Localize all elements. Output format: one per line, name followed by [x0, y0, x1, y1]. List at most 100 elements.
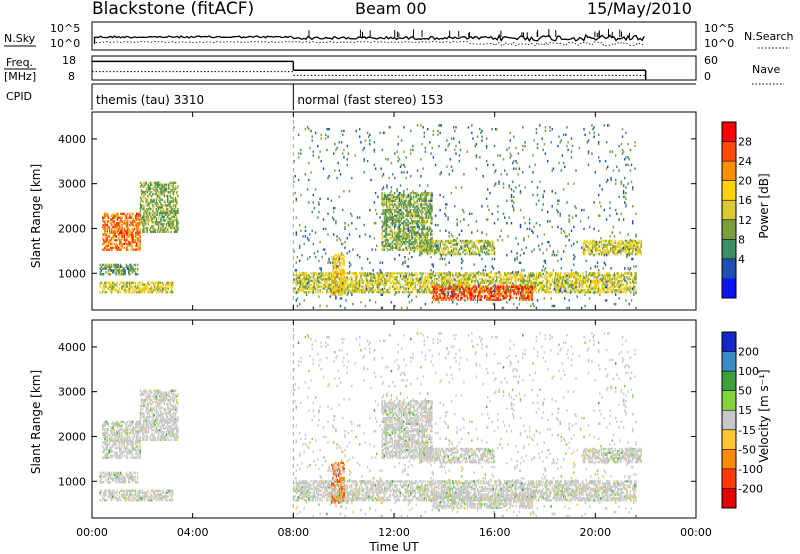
power-cell [489, 245, 491, 248]
power-cell [106, 222, 109, 225]
power-cell [596, 283, 599, 286]
power-cell [385, 201, 388, 204]
power-cell [408, 244, 411, 248]
power-cell [444, 247, 446, 250]
power-cell [339, 280, 341, 283]
power-cell [481, 239, 483, 243]
power-cell [393, 199, 396, 202]
power-cell [174, 185, 177, 188]
power-cell [420, 272, 422, 275]
power-cell [602, 287, 604, 290]
power-cell [146, 204, 149, 207]
power-cell [544, 283, 547, 286]
power-cell [153, 226, 155, 230]
power-cell [334, 270, 336, 274]
power-cell [160, 211, 162, 215]
power-cell [344, 289, 346, 292]
power-cell [138, 218, 140, 221]
power-cell [481, 287, 484, 290]
power-cell [383, 210, 386, 214]
power-cell [133, 240, 136, 244]
power-cell [517, 293, 520, 296]
power-cell [405, 205, 407, 208]
power-cell [361, 279, 363, 283]
power-cell [624, 272, 626, 275]
power-cell [325, 277, 327, 281]
power-cell [419, 281, 421, 284]
power-cell [123, 233, 126, 236]
power-cell [108, 267, 111, 270]
power-cell [490, 298, 493, 301]
power-cell [445, 298, 447, 301]
power-cell [432, 241, 435, 245]
power-cell [447, 274, 449, 277]
power-cell [437, 245, 439, 248]
power-cell [107, 244, 110, 248]
power-cell [482, 243, 485, 246]
power-cell [101, 267, 104, 270]
power-cell [402, 216, 405, 219]
power-cell [119, 222, 121, 225]
power-cell [168, 223, 170, 226]
power-cell [603, 287, 606, 290]
power-cell [305, 281, 308, 284]
power-cell [111, 248, 113, 251]
power-cell [144, 191, 146, 194]
power-cell [167, 281, 169, 284]
power-cell [430, 283, 432, 286]
power-cell [431, 207, 433, 210]
power-cell [177, 185, 179, 188]
power-cell [509, 294, 512, 298]
power-cell [417, 229, 420, 233]
power-cell [385, 220, 388, 223]
power-cell [393, 283, 395, 286]
power-cell [137, 233, 139, 236]
power-cell [169, 285, 172, 288]
power-cell [427, 229, 430, 233]
power-cell [390, 242, 392, 246]
power-cell [147, 185, 150, 188]
power-cell [431, 276, 433, 279]
power-cell [504, 272, 506, 275]
power-cell [155, 213, 158, 216]
power-cell [625, 239, 628, 243]
power-cell [327, 285, 329, 288]
power-cell [153, 215, 155, 218]
power-cell [442, 281, 445, 284]
power-cell [294, 287, 296, 290]
power-cell [114, 231, 116, 234]
power-cell [150, 289, 152, 292]
power-cell [434, 274, 437, 277]
power-cell [559, 274, 561, 277]
power-cell [609, 285, 611, 288]
power-cell [612, 289, 615, 292]
power-cell [616, 243, 619, 246]
power-cell [167, 204, 169, 207]
power-cell [157, 226, 160, 230]
power-cell [327, 283, 329, 286]
power-cell [455, 239, 457, 243]
power-cell [139, 246, 141, 249]
power-cell [424, 272, 427, 275]
power-cell [399, 272, 402, 275]
power-cell [402, 229, 405, 233]
power-cell [429, 227, 431, 231]
power-cell [137, 229, 139, 233]
power-cell [151, 224, 153, 228]
power-cell [620, 274, 623, 277]
power-cell [336, 289, 338, 292]
power-cell [611, 243, 613, 246]
power-cell [176, 226, 178, 230]
power-cell [480, 296, 482, 300]
power-cell [390, 276, 393, 279]
power-cell [381, 248, 383, 251]
power-cell [295, 277, 298, 281]
power-cell [543, 276, 546, 279]
power-cell [361, 285, 363, 288]
power-cell [436, 285, 438, 288]
power-cell [114, 265, 116, 268]
power-cell [162, 215, 164, 218]
power-cell [157, 285, 159, 288]
power-cell [426, 209, 429, 212]
power-cell [106, 246, 109, 249]
